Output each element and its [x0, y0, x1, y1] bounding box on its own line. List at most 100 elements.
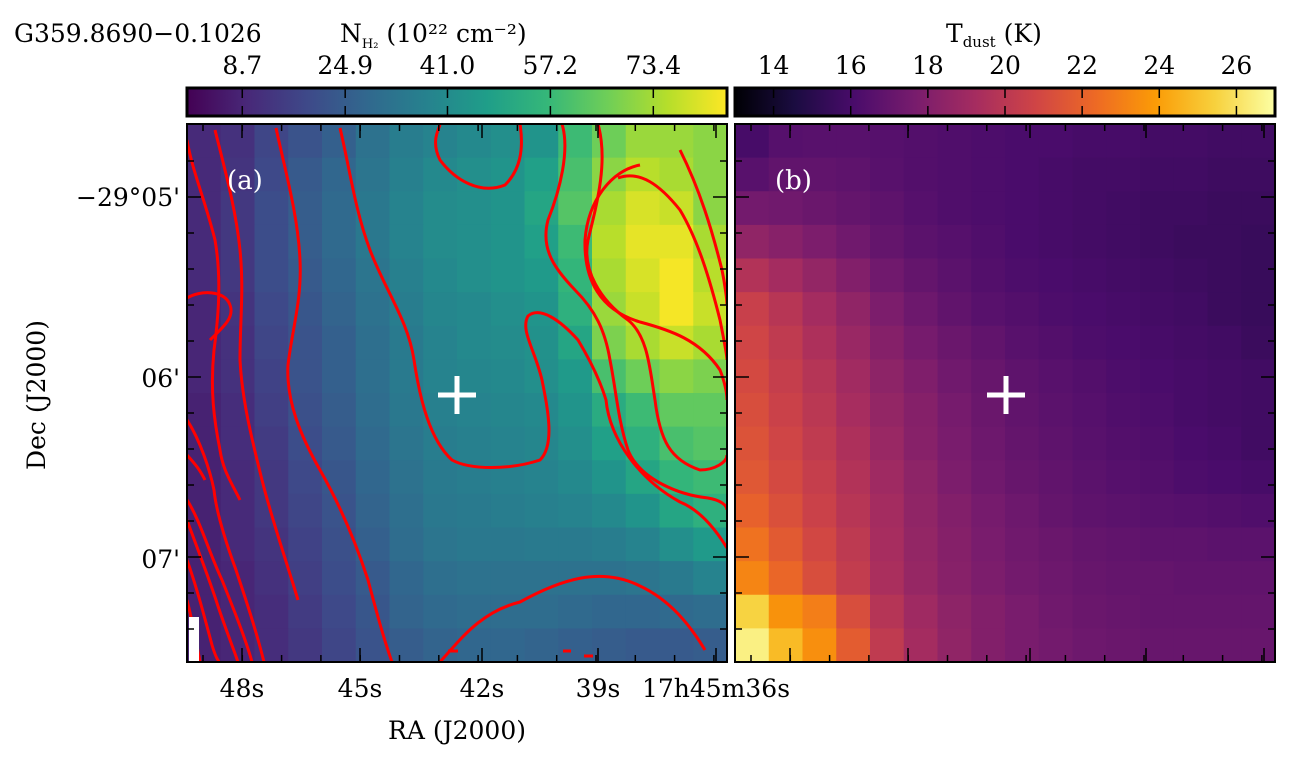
heatmap-cell [1140, 393, 1175, 428]
heatmap-cell [490, 527, 526, 562]
heatmap-cell [288, 292, 323, 327]
heatmap-cell [802, 460, 837, 495]
heatmap-cell [971, 594, 1006, 629]
heatmap-cell [937, 594, 972, 629]
heatmap-cell [870, 224, 905, 260]
heatmap-cell [693, 460, 728, 495]
heatmap-cell [971, 393, 1006, 428]
heatmap-cell [802, 157, 837, 192]
heatmap-cell [870, 594, 905, 629]
heatmap-cell [355, 325, 391, 360]
x-tick-label: 17h45m36s [642, 674, 790, 703]
heatmap-cell [187, 258, 222, 293]
heatmap-cell [1038, 258, 1074, 293]
heatmap-cell [1005, 493, 1040, 529]
heatmap-cell [524, 460, 559, 495]
heatmap-cell [870, 359, 905, 394]
heatmap-cell [322, 628, 357, 663]
heatmap-cell [558, 460, 593, 495]
heatmap-cell [1072, 493, 1107, 529]
heatmap-cell [802, 426, 837, 461]
heatmap-cell [220, 359, 256, 394]
heatmap-cell [1173, 628, 1209, 663]
heatmap-cell [937, 628, 972, 663]
heatmap-cell [870, 628, 905, 663]
contour-line [187, 419, 266, 662]
contour-line [585, 124, 727, 472]
heatmap-cell [1106, 157, 1141, 192]
heatmap-cell [836, 393, 871, 428]
heatmap-cell [423, 292, 458, 327]
x-tick-label: 48s [220, 674, 265, 703]
heatmap-cell [220, 325, 256, 360]
heatmap-cell [322, 258, 357, 293]
heatmap-cell [768, 561, 804, 596]
heatmap-cell [1173, 460, 1209, 495]
heatmap-cell [423, 224, 458, 260]
heatmap-cell [254, 292, 289, 327]
heatmap-cell [735, 224, 770, 260]
heatmap-cell [423, 561, 458, 596]
heatmap-cell [693, 292, 728, 327]
heatmap-cell [490, 325, 526, 360]
heatmap-cell [1072, 426, 1107, 461]
heatmap-cell [768, 393, 804, 428]
heatmap-cell [1173, 191, 1209, 226]
beam-marker [189, 617, 199, 662]
heatmap-cell [659, 628, 694, 663]
heatmap-cell [1038, 460, 1074, 495]
heatmap-cell [735, 325, 770, 360]
heatmap-cell [870, 460, 905, 495]
heatmap-cell [937, 561, 972, 596]
heatmap-cell [389, 561, 424, 596]
heatmap-cell [389, 527, 424, 562]
heatmap-cell [1140, 527, 1175, 562]
heatmap-cell [1207, 594, 1242, 629]
heatmap-cell [870, 258, 905, 293]
heatmap-cell [735, 493, 770, 529]
heatmap-cell [1038, 527, 1074, 562]
heatmap-cell [288, 224, 323, 260]
panel-a-frame [186, 123, 728, 663]
heatmap-cell [288, 628, 323, 663]
heatmap-cell [322, 359, 357, 394]
x-axis-title: RA (J2000) [388, 716, 526, 745]
heatmap-cell [254, 393, 289, 428]
heatmap-cell [1038, 393, 1074, 428]
heatmap-cell [457, 628, 492, 663]
heatmap-cell [1072, 292, 1107, 327]
heatmap-cell [355, 292, 391, 327]
heatmap-cell [802, 628, 837, 663]
heatmap-cell [1038, 292, 1074, 327]
heatmap-cell [1140, 426, 1175, 461]
heatmap-cell [592, 628, 627, 663]
axis-ticks [187, 124, 1275, 662]
heatmap-cell [903, 325, 939, 360]
heatmap-cell [558, 493, 593, 529]
heatmap-cell [802, 493, 837, 529]
heatmap-cell [937, 493, 972, 529]
heatmap-cell [1173, 393, 1209, 428]
heatmap-cell [937, 393, 972, 428]
source-name: G359.8690−0.1026 [14, 19, 262, 48]
heatmap-cell [490, 359, 526, 394]
heatmap-cell [389, 628, 424, 663]
heatmap-cell [389, 426, 424, 461]
heatmap-cell [389, 124, 424, 159]
heatmap-cell [322, 191, 357, 226]
heatmap-cell [768, 157, 804, 192]
heatmap-cell [1072, 258, 1107, 293]
heatmap-cell [836, 493, 871, 529]
heatmap-cell [1207, 460, 1242, 495]
contour-line [438, 574, 707, 662]
heatmap-cell [937, 460, 972, 495]
heatmap-cell [558, 292, 593, 327]
heatmap-cell [1207, 426, 1242, 461]
heatmap-cell [1173, 224, 1209, 260]
heatmap-cell [1140, 460, 1175, 495]
heatmap-cell [490, 561, 526, 596]
heatmap-cell [389, 157, 424, 192]
y-tick-label: 06' [141, 364, 180, 393]
heatmap-cell [693, 628, 728, 663]
